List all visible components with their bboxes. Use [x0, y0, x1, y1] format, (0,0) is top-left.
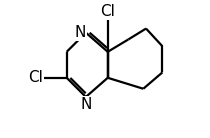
- Text: Cl: Cl: [100, 4, 115, 19]
- Text: N: N: [80, 97, 92, 112]
- Text: N: N: [75, 25, 86, 40]
- Text: Cl: Cl: [29, 70, 43, 85]
